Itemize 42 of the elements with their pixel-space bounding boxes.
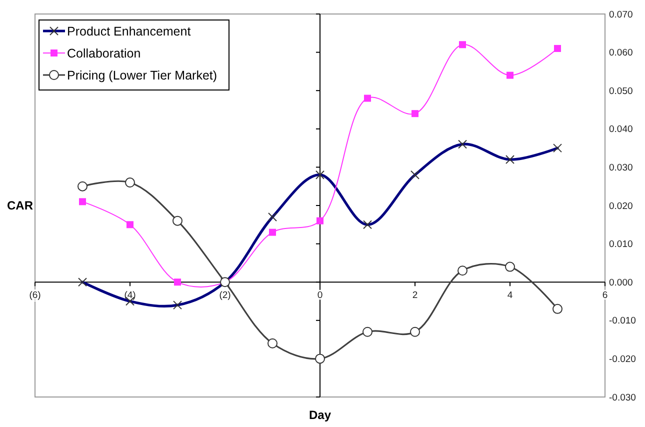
legend-label: Pricing (Lower Tier Market) <box>67 68 218 82</box>
y-tick-label: -0.010 <box>609 316 636 327</box>
point <box>79 198 86 206</box>
legend-label: Collaboration <box>67 46 141 60</box>
point <box>174 278 181 286</box>
point <box>172 216 182 226</box>
y-tick-label: 0.050 <box>609 86 633 97</box>
y-tick-label: 0.010 <box>609 239 633 250</box>
x-tick-label: (6) <box>29 290 41 302</box>
point <box>552 304 562 314</box>
x-tick-label: 6 <box>602 290 608 302</box>
point <box>269 228 276 236</box>
y-tick-label: 0.060 <box>609 48 633 59</box>
y-tick-label: 0.070 <box>609 9 633 20</box>
x-tick-label: (2) <box>219 290 231 302</box>
point <box>554 44 561 52</box>
y-tick-label: 0.000 <box>609 277 633 288</box>
x-tick-label: (4) <box>124 290 136 302</box>
y-tick-label: -0.020 <box>609 354 636 366</box>
point <box>315 354 325 364</box>
y-tick-label: -0.030 <box>609 392 636 404</box>
x-tick-label: 4 <box>507 290 513 302</box>
x-axis-title: Day <box>308 408 332 422</box>
y-tick-label: 0.030 <box>609 162 633 174</box>
point <box>126 221 134 228</box>
point <box>78 181 88 192</box>
point <box>505 262 515 272</box>
point <box>364 94 371 102</box>
x-tick-label: 2 <box>412 290 418 302</box>
point <box>458 266 468 276</box>
point <box>362 326 372 337</box>
point <box>459 41 466 48</box>
point <box>125 178 135 188</box>
point <box>506 72 514 79</box>
y-axis-title: CAR <box>7 198 34 213</box>
y-tick-label: 0.040 <box>609 124 633 136</box>
point <box>316 217 324 224</box>
point <box>410 326 420 337</box>
y-tick-label: 0.020 <box>609 200 633 212</box>
point <box>412 110 418 118</box>
point <box>268 338 278 348</box>
legend-label: Product Enhancement <box>67 24 192 38</box>
